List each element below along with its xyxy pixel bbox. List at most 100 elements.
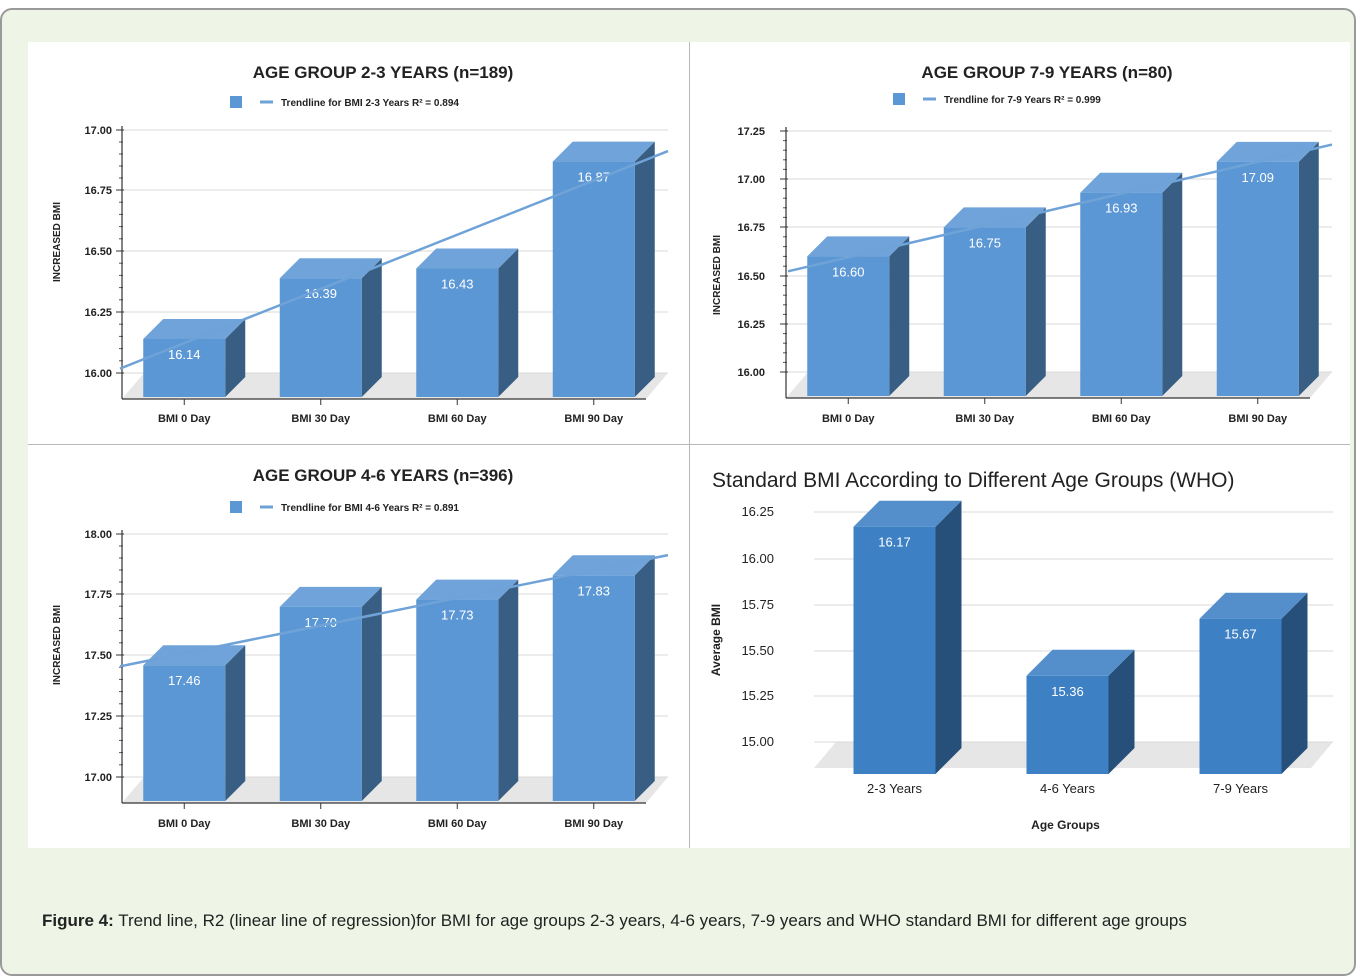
bar-chart-4-6-years: 17.00 17.25 17.50 17.75 18.00 AGE GROUP 4-6 Y… — [52, 466, 669, 830]
bar-top — [1199, 592, 1308, 619]
bar-side — [935, 500, 962, 774]
trendline — [787, 143, 1333, 273]
bar-value-label: 16.93 — [1105, 201, 1138, 216]
y-tick-label: 16.25 — [737, 319, 765, 331]
bar — [279, 606, 362, 801]
bar-side — [1025, 207, 1046, 396]
x-tick-label: BMI 30 Day — [955, 413, 1015, 425]
bar-value-label: 16.17 — [878, 535, 911, 550]
chart-title: AGE GROUP 4-6 YEARS (n=396) — [253, 466, 514, 485]
y-tick-label: 15.00 — [741, 734, 774, 749]
legend-swatch-bars — [893, 93, 905, 105]
y-tick-label: 16.75 — [84, 185, 112, 197]
floor-plane — [122, 373, 668, 399]
y-tick-label: 15.75 — [741, 597, 774, 612]
chart-panel-who-standard: 15.00 15.25 15.50 15.75 16.00 16.25 Standard B… — [690, 445, 1350, 848]
bar-top — [853, 500, 962, 527]
y-tick-label: 15.25 — [741, 688, 774, 703]
legend-swatch-bars — [230, 96, 242, 108]
panel-divider-vertical — [689, 42, 690, 848]
legend-label-trendline: Trendline for 7-9 Years R² = 0.999 — [944, 95, 1101, 106]
x-tick-label: BMI 60 Day — [1092, 413, 1152, 425]
bar-top — [416, 248, 519, 269]
y-tick-label: 16.00 — [84, 368, 112, 380]
bar-top — [1026, 649, 1135, 676]
bar-side — [634, 141, 655, 397]
y-axis-label: INCREASED BMI — [712, 235, 723, 315]
bar-side — [361, 586, 382, 801]
trendline — [119, 149, 669, 370]
y-tick-label: 16.50 — [737, 271, 765, 283]
bar-side — [1281, 592, 1308, 774]
x-tick-label: 4-6 Years — [1040, 781, 1095, 796]
bar-top — [416, 579, 519, 600]
y-axis-label: INCREASED BMI — [52, 202, 63, 282]
chart-panel-2-3-years: 16.00 16.25 16.50 16.75 17.00 AGE GROUP 2-3 Y… — [28, 42, 689, 444]
caption-label: Figure 4: — [42, 911, 114, 930]
bar-side — [498, 248, 519, 397]
chart-title: AGE GROUP 2-3 YEARS (n=189) — [253, 63, 514, 82]
y-tick-label: 17.00 — [84, 125, 112, 137]
bar-side — [225, 318, 246, 397]
bar — [416, 599, 499, 801]
x-tick-label: BMI 90 Day — [564, 818, 624, 830]
y-tick-label: 17.00 — [737, 174, 765, 186]
bar-side — [498, 579, 519, 801]
x-tick-label: 2-3 Years — [867, 781, 922, 796]
x-tick-label: BMI 0 Day — [158, 818, 211, 830]
bar — [1026, 675, 1109, 774]
bar — [552, 575, 635, 801]
x-tick-label: BMI 0 Day — [158, 413, 211, 425]
bar-top — [1216, 141, 1319, 162]
y-tick-label: 16.25 — [84, 307, 112, 319]
bar — [807, 256, 890, 396]
bar-top — [279, 258, 382, 279]
floor-plane — [122, 777, 668, 803]
bar-side — [225, 645, 246, 801]
y-tick-label: 16.50 — [84, 246, 112, 258]
bar — [143, 338, 226, 397]
y-tick-label: 16.25 — [741, 504, 774, 519]
y-axis-label: Average BMI — [709, 604, 723, 676]
x-tick-label: BMI 30 Day — [291, 818, 351, 830]
bar — [1199, 618, 1282, 774]
x-tick-label: BMI 60 Day — [428, 818, 488, 830]
legend-label-trendline: Trendline for BMI 2-3 Years R² = 0.894 — [281, 98, 459, 109]
bar-top — [807, 236, 910, 257]
bar-chart-who-standard: 15.00 15.25 15.50 15.75 16.00 16.25 Standard B… — [709, 469, 1333, 832]
y-axis-label: INCREASED BMI — [52, 605, 63, 685]
x-tick-label: BMI 30 Day — [291, 413, 351, 425]
bar-value-label: 16.87 — [577, 170, 610, 185]
chart-title: Standard BMI According to Different Age … — [712, 469, 1235, 492]
bar-chart-7-9-years: 16.00 16.25 16.50 16.75 17.00 17.25 AGE GROUP … — [712, 63, 1333, 425]
bar-top — [552, 555, 655, 576]
bar-side — [889, 236, 910, 396]
y-tick-label: 18.00 — [84, 529, 112, 541]
bar-side — [634, 555, 655, 801]
bar-value-label: 17.09 — [1241, 170, 1274, 185]
y-tick-label: 17.50 — [84, 650, 112, 662]
caption-text: Trend line, R2 (linear line of regressio… — [113, 911, 1187, 930]
bar-side — [361, 258, 382, 397]
bar — [279, 278, 362, 397]
bar-value-label: 17.83 — [577, 583, 610, 598]
figure-caption: Figure 4: Trend line, R2 (linear line of… — [42, 908, 1322, 934]
bar — [853, 526, 936, 774]
bar — [1080, 192, 1163, 396]
bar-top — [143, 318, 246, 339]
y-tick-label: 17.75 — [84, 589, 112, 601]
chart-panel-4-6-years: 17.00 17.25 17.50 17.75 18.00 AGE GROUP 4-6 Y… — [28, 445, 689, 848]
y-tick-label: 17.00 — [84, 772, 112, 784]
bar-side — [1108, 649, 1135, 774]
bar — [943, 227, 1026, 396]
bar-top — [552, 141, 655, 162]
bar-value-label: 16.39 — [304, 286, 337, 301]
chart-title: AGE GROUP 7-9 YEARS (n=80) — [921, 63, 1172, 82]
bar — [416, 268, 499, 397]
bar-top — [1080, 172, 1183, 193]
bar-value-label: 16.75 — [968, 235, 1001, 250]
bar-value-label: 15.36 — [1051, 684, 1084, 699]
bar-top — [279, 586, 382, 607]
chart-panel-7-9-years: 16.00 16.25 16.50 16.75 17.00 17.25 AGE GROUP … — [690, 42, 1350, 444]
y-tick-label: 16.00 — [741, 551, 774, 566]
